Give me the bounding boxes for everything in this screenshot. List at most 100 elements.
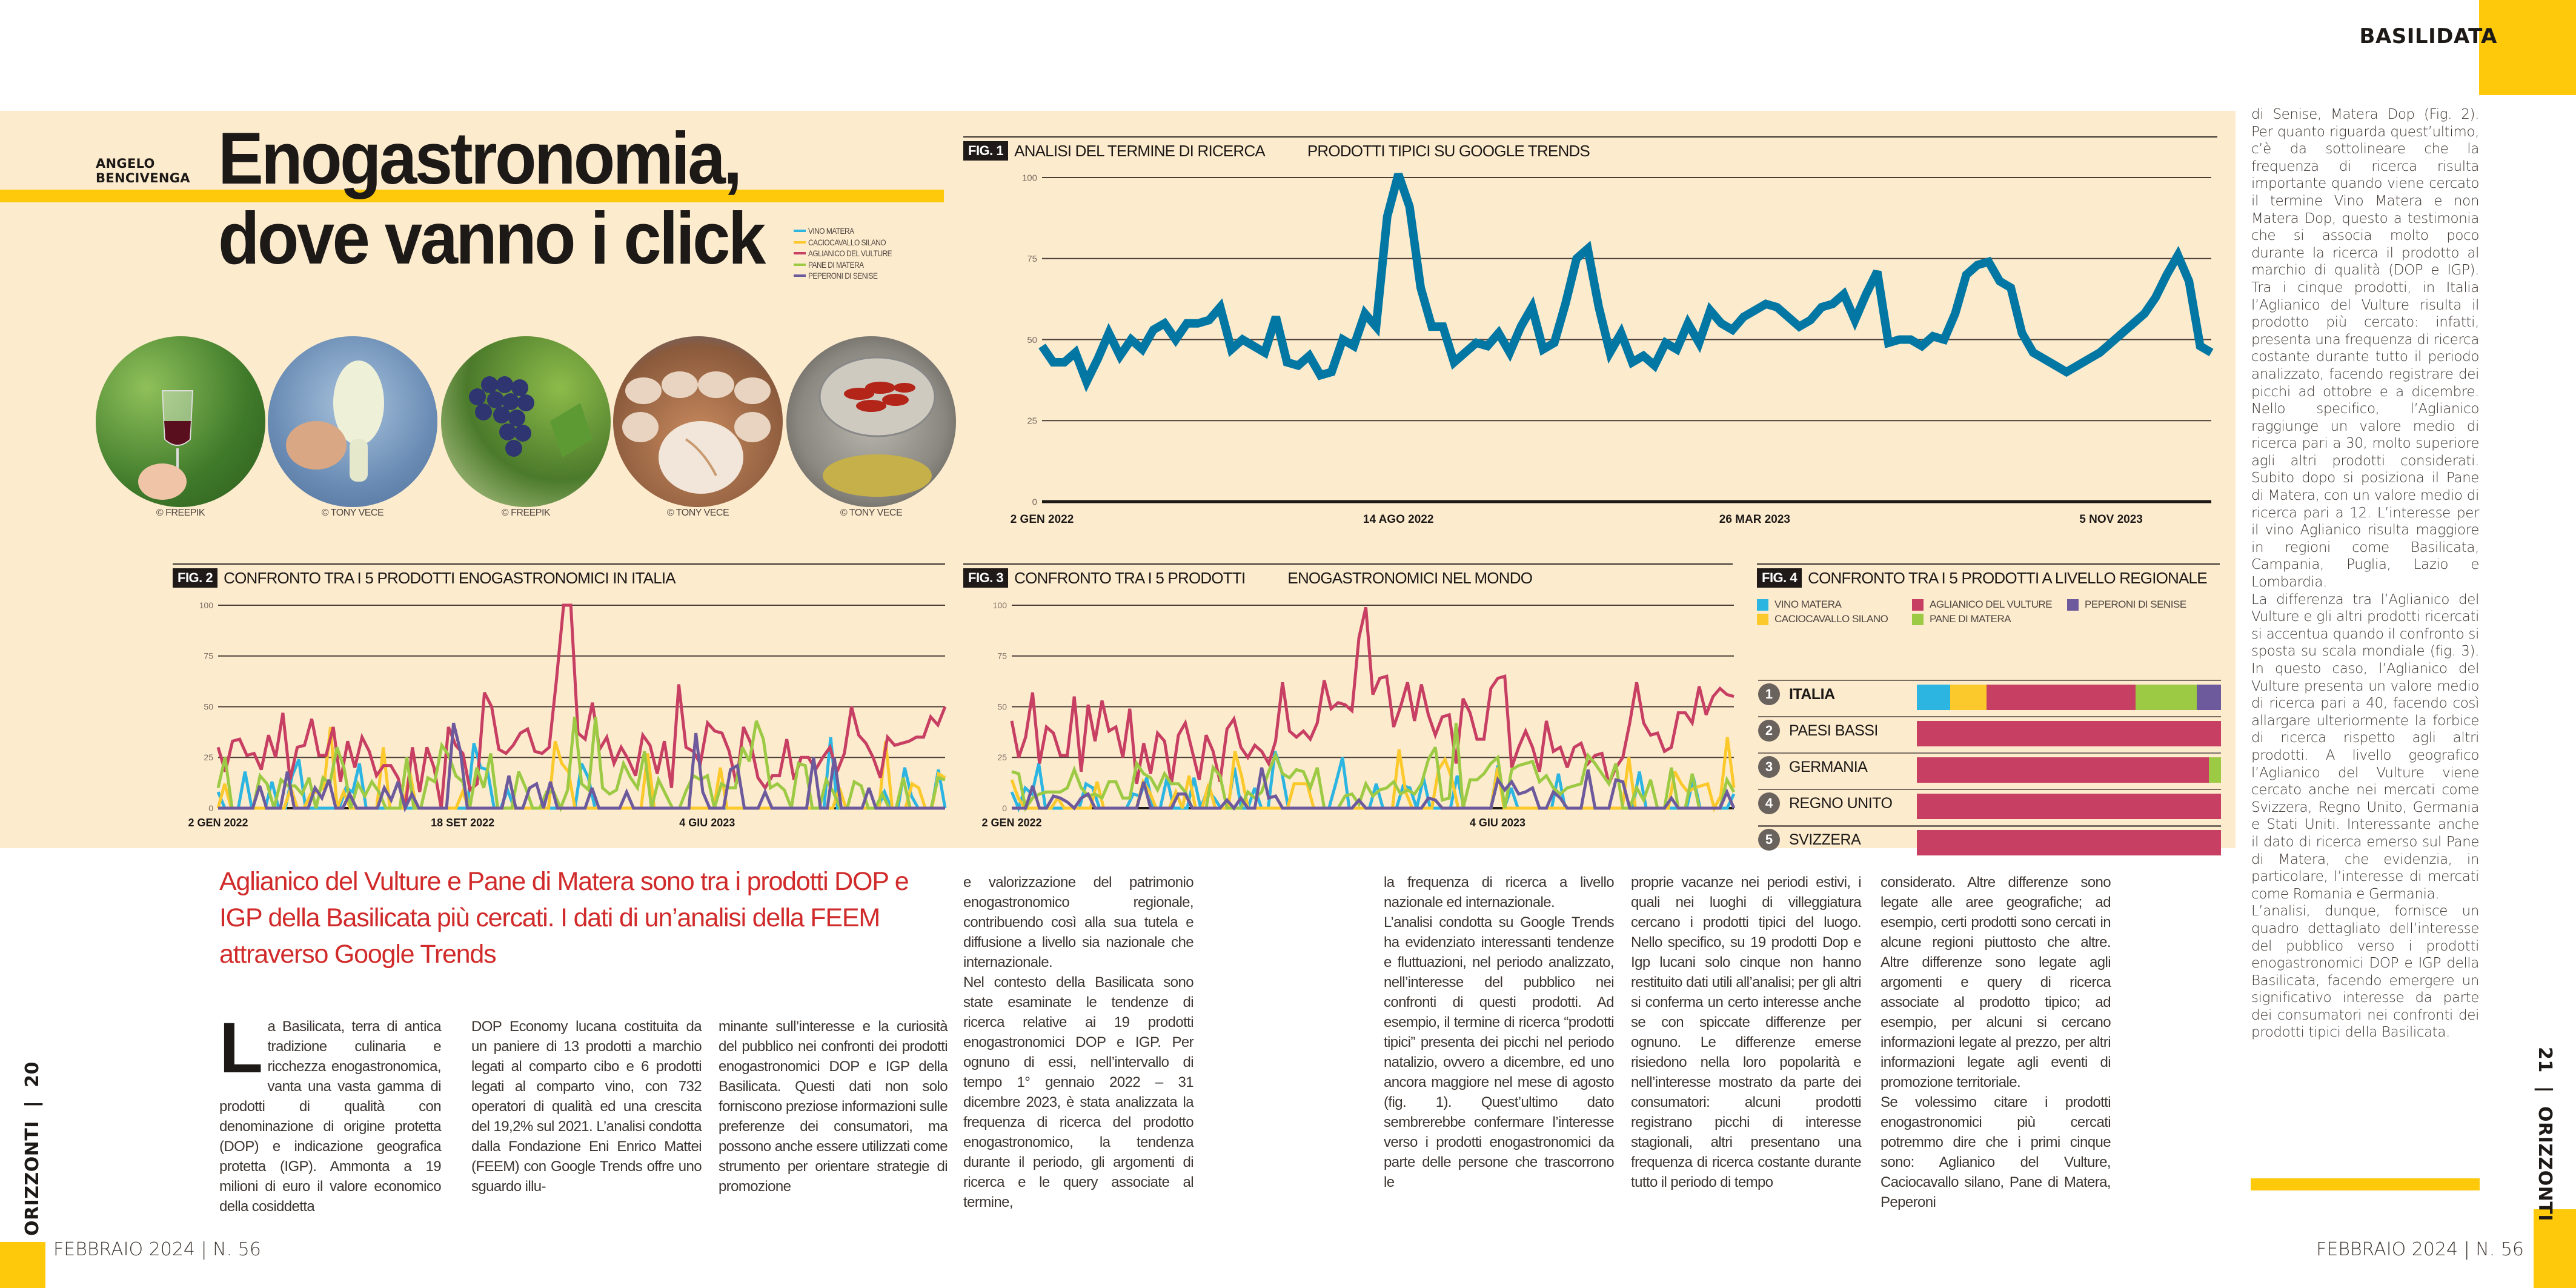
legend-label: AGLIANICO DEL VULTURE [808,248,892,259]
y-tick-label: 75 [204,651,213,661]
legend-swatch [1912,599,1924,611]
title-underline-bar [0,190,944,202]
y-tick-label: 75 [1027,254,1037,264]
fig3-title: CONFRONTO TRA I 5 PRODOTTI [1014,568,1246,587]
rank-badge: 1 [1758,683,1780,705]
fig1-title: ANALISI DEL TERMINE DI RICERCA [1014,141,1266,160]
legend-item: AGLIANICO DEL VULTURE [794,248,906,259]
fig1-tag: FIG. 1 [963,141,1009,161]
rank-badge: 5 [1758,829,1780,851]
photo-peppers [786,336,956,507]
body-column-5: la frequenza di ricerca a livello nazion… [1384,872,1615,1192]
country-label: GERMANIA [1789,758,1868,775]
legend-label: VINO MATERA [808,226,854,236]
stacked-bar [1917,685,2221,710]
legend-label: AGLIANICO DEL VULTURE [1930,599,2053,610]
legend-item: VINO MATERA [1757,599,1842,611]
y-tick-label: 0 [208,803,213,813]
title-line-2: dove vanno i click [218,197,766,279]
rank-badge: 2 [1758,720,1780,742]
legend-label: CACIOCAVALLO SILANO [1774,613,1888,625]
fig4-row-paesi-bassi: 2 PAESI BASSI [1758,716,2221,746]
corner-accent [0,1242,45,1288]
fig3-chart: 0 25 50 75 100 2 GEN 2022 4 GIU 2023 [981,600,1736,829]
country-label: ITALIA [1789,685,1835,703]
country-label: REGNO UNITO [1789,794,1893,812]
bar-segment-aglianico-del-vulture [1917,721,2221,746]
legend-item: PEPERONI DI SENISE [2067,599,2186,611]
bar-segment-aglianico-del-vulture [1987,685,2136,710]
body-paragraph: La differenza tra l’Aglianico del Vultur… [2251,591,2479,902]
y-tick-label: 50 [997,702,1007,711]
right-page-folio: 21 | ORIZZONTI [2534,1047,2555,1221]
y-tick-label: 50 [204,702,213,711]
legend-label: PEPERONI DI SENISE [2085,599,2186,610]
x-tick-label: 5 NOV 2023 [2079,513,2143,526]
legend-item: PANE DI MATERA [794,259,906,271]
folio-separator: | [2534,1079,2555,1100]
body-paragraph: la frequenza di ricerca a livello nazion… [1384,874,1615,911]
country-label: PAESI BASSI [1789,722,1878,739]
legend-item: AGLIANICO DEL VULTURE [1912,599,2053,611]
x-tick-label: 18 SET 2022 [431,817,494,829]
y-tick-label: 50 [1027,335,1037,345]
country-label: SVIZZERA [1789,831,1861,848]
fig1-subtitle: PRODOTTI TIPICI SU GOOGLE TRENDS [1307,141,1590,160]
drop-cap: L [219,1008,263,1088]
body-paragraph: minante sull’interesse e la curiosità de… [719,1018,948,1195]
issue-info: FEBBRAIO 2024 | N. 56 [2316,1239,2524,1260]
legend-swatch [794,274,806,277]
x-tick-label: 2 GEN 2022 [981,817,1041,829]
stacked-bar [1917,757,2221,783]
x-tick-label: 4 GIU 2023 [1470,817,1525,829]
fig3-subtitle: ENOGASTRONOMICI NEL MONDO [1287,568,1533,587]
body-column-4: e valorizzazione del patrimonio enogastr… [963,872,1194,1212]
stacked-bar [1917,721,2221,746]
body-column-1: L a Basilicata, terra di antica tradizio… [219,1008,442,1217]
title-line-1: Enogastronomia, [218,117,742,199]
series-line-pane-di-matera [216,717,946,812]
fig4-header: FIG. 4 CONFRONTO TRA I 5 PRODOTTI A LIVE… [1757,563,2220,588]
wine-glass-icon [138,390,194,500]
body-paragraph: di Senise, Matera Dop (Fig. 2). Per quan… [2251,107,2479,591]
body-paragraph: Se volessimo citare i prodotti enogastro… [1881,1094,2111,1210]
series-line-peperoni-di-senise [218,722,945,813]
fig4-row-svizzera: 5 SVIZZERA [1758,825,2221,855]
legend-swatch [2067,599,2079,611]
legend-swatch [1757,599,1768,611]
products-legend: VINO MATERA CACIOCAVALLO SILANO AGLIANIC… [794,225,906,282]
legend-label: VINO MATERA [1774,599,1842,610]
author-last-name: BENCIVENGA [96,171,190,185]
y-tick-label: 25 [997,752,1007,762]
legend-swatch [794,241,806,244]
y-tick-label: 75 [997,651,1007,661]
photo-credit: © FREEPIK [156,508,205,518]
body-paragraph: DOP Economy lucana costituita da un pani… [471,1018,702,1195]
photo-wine-glass [96,336,265,507]
fig3-header: FIG. 3 CONFRONTO TRA I 5 PRODOTTI ENOGAS… [963,563,1733,588]
photo-credit: © TONY VECE [840,508,903,518]
corner-accent [2534,1209,2576,1288]
legend-swatch [794,263,806,266]
x-tick-label: 26 MAR 2023 [1719,513,1790,526]
series-line-aglianico-del-vulture [216,603,947,809]
legend-label: PANE DI MATERA [1930,613,2011,625]
page-number: 21 [2534,1047,2555,1073]
grapes-icon [469,376,593,457]
fig2-header: FIG. 2 CONFRONTO TRA I 5 PRODOTTI ENOGAS… [173,563,945,588]
legend-item: CACIOCAVALLO SILANO [1757,613,1888,625]
y-tick-label: 0 [1032,497,1037,507]
peppers-icon [818,356,936,497]
folio-separator: | [22,1094,43,1115]
bar-segment-pane-di-matera [2208,757,2221,783]
photo-caciocavallo [268,336,437,507]
bread-icon [622,371,771,494]
rank-badge: 3 [1758,756,1780,778]
x-tick-label: 14 AGO 2022 [1363,513,1434,526]
fig3-tag: FIG. 3 [963,568,1009,588]
body-paragraph: a Basilicata, terra di antica tradizione… [219,1018,442,1215]
bar-segment-caciocavallo-silano [1950,685,1987,710]
y-tick-label: 25 [204,752,213,762]
magazine-name: ORIZZONTI [2534,1106,2555,1222]
body-paragraph: proprie vacanze nei periodi estivi, i qu… [1631,874,1862,1190]
